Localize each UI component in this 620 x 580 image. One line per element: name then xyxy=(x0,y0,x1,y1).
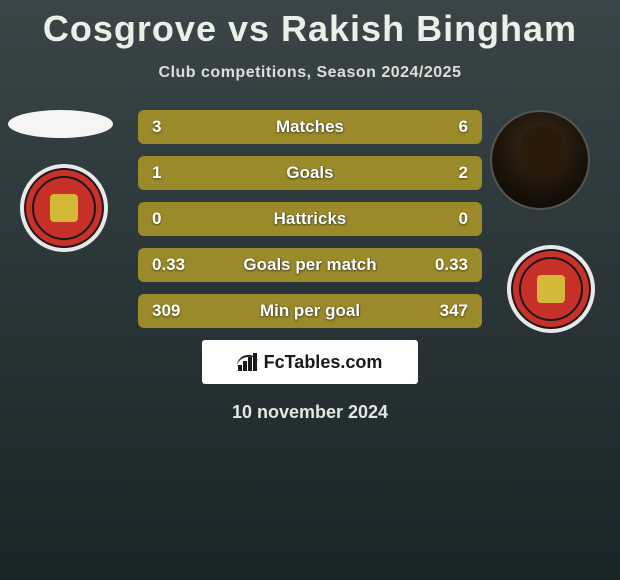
stat-left-value: 3 xyxy=(152,117,161,137)
page-title: Cosgrove vs Rakish Bingham xyxy=(0,0,620,50)
watermark-text: FcTables.com xyxy=(264,352,383,373)
stat-right-value: 2 xyxy=(459,163,468,183)
player-right-club-badge xyxy=(507,245,595,333)
page-subtitle: Club competitions, Season 2024/2025 xyxy=(0,64,620,82)
player-right-avatar xyxy=(490,110,590,210)
stat-left-value: 1 xyxy=(152,163,161,183)
stat-right-value: 0.33 xyxy=(435,255,468,275)
stat-row: 309 Min per goal 347 xyxy=(138,294,482,328)
stat-label: Goals xyxy=(138,163,482,183)
date-label: 10 november 2024 xyxy=(0,402,620,423)
stat-right-value: 0 xyxy=(459,209,468,229)
stat-label: Goals per match xyxy=(138,255,482,275)
stat-row: 0.33 Goals per match 0.33 xyxy=(138,248,482,282)
watermark: FcTables.com xyxy=(202,340,418,384)
stat-row: 1 Goals 2 xyxy=(138,156,482,190)
player-left-avatar xyxy=(8,110,113,138)
stat-right-value: 347 xyxy=(440,301,468,321)
stat-left-value: 309 xyxy=(152,301,180,321)
chart-icon xyxy=(238,353,258,371)
stat-right-value: 6 xyxy=(459,117,468,137)
stat-left-value: 0.33 xyxy=(152,255,185,275)
club-badge-icon xyxy=(507,245,595,333)
stat-row: 3 Matches 6 xyxy=(138,110,482,144)
stat-label: Matches xyxy=(138,117,482,137)
club-badge-icon xyxy=(20,164,108,252)
comparison-content: 3 Matches 6 1 Goals 2 0 Hattricks 0 0.33… xyxy=(0,110,620,423)
stat-label: Min per goal xyxy=(138,301,482,321)
stat-left-value: 0 xyxy=(152,209,161,229)
player-left-club-badge xyxy=(20,164,108,252)
stat-label: Hattricks xyxy=(138,209,482,229)
stat-row: 0 Hattricks 0 xyxy=(138,202,482,236)
stats-table: 3 Matches 6 1 Goals 2 0 Hattricks 0 0.33… xyxy=(138,110,482,328)
